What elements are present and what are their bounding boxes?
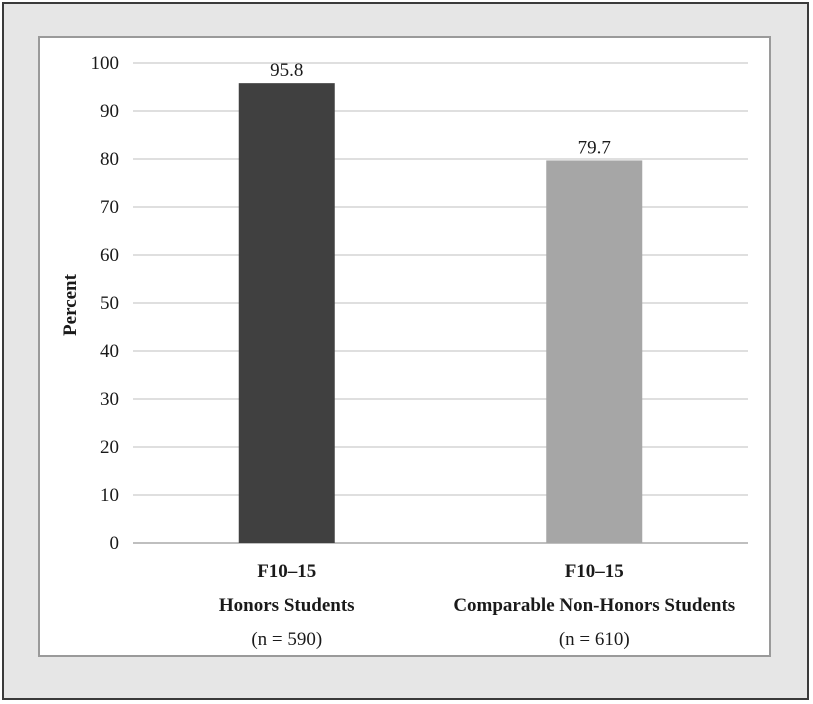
bars — [238, 83, 643, 543]
y-axis-ticks: 0 10 20 30 40 50 60 70 80 90 100 — [91, 53, 120, 554]
y-tick-label: 10 — [100, 485, 119, 506]
y-tick-label: 0 — [110, 533, 120, 554]
y-tick-label: 40 — [100, 341, 119, 362]
y-tick-label: 60 — [100, 245, 119, 266]
y-tick-label: 20 — [100, 437, 119, 458]
bar-1 — [238, 83, 335, 543]
value-label: 79.7 — [578, 137, 611, 158]
value-label: 95.8 — [270, 60, 303, 81]
category-label-line2: Honors Students — [219, 595, 355, 616]
y-tick-label: 30 — [100, 389, 119, 410]
value-labels: 95.8 79.7 — [270, 60, 611, 158]
category-label-line1: F10–15 — [565, 561, 624, 582]
gridlines — [133, 62, 748, 544]
y-tick-label: 50 — [100, 293, 119, 314]
category-label-line3: (n = 610) — [559, 629, 630, 650]
y-tick-label: 90 — [100, 101, 119, 122]
y-axis-title: Percent — [60, 273, 81, 336]
x-axis-categories: F10–15 Honors Students (n = 590) F10–15 Comp… — [219, 561, 735, 650]
y-tick-label: 80 — [100, 149, 119, 170]
category-label-line1: F10–15 — [257, 561, 316, 582]
category-label-line3: (n = 590) — [251, 629, 322, 650]
category-label-line2: Comparable Non-Honors Students — [453, 595, 735, 616]
bar-2 — [546, 160, 643, 543]
y-tick-label: 70 — [100, 197, 119, 218]
y-tick-label: 100 — [91, 53, 120, 74]
chart-panel — [38, 36, 771, 657]
